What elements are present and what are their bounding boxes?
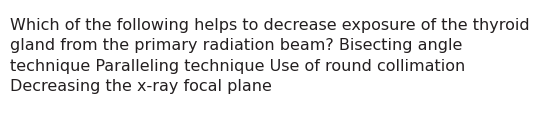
Text: Which of the following helps to decrease exposure of the thyroid
gland from the : Which of the following helps to decrease… [10, 18, 530, 94]
